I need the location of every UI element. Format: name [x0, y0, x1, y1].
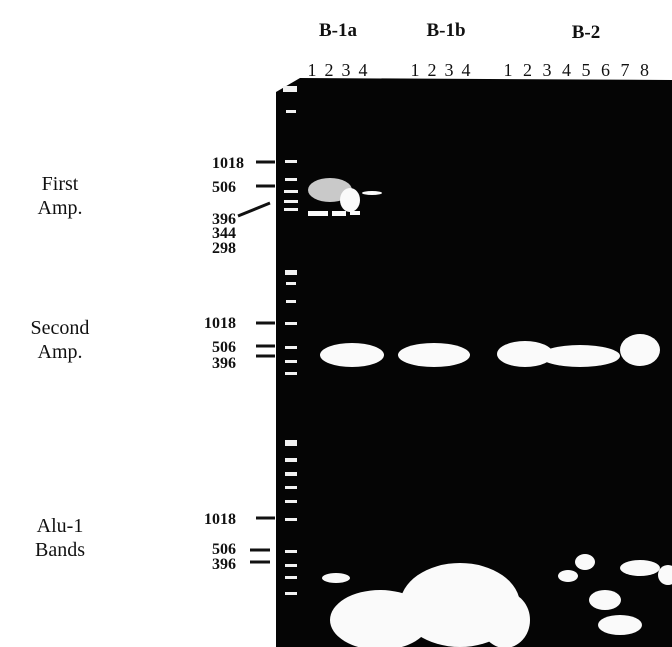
- marker-dashes: [237, 160, 275, 564]
- section-label: Amp.: [38, 341, 83, 363]
- lane-number: 1: [308, 60, 317, 80]
- lane-number: 5: [582, 60, 591, 80]
- lane-number: 2: [523, 60, 532, 80]
- ladder: [283, 86, 298, 595]
- lane-number: 1: [504, 60, 513, 80]
- marker-label: 396: [212, 556, 236, 573]
- marker-label: 506: [212, 339, 236, 356]
- lane-number: 4: [562, 60, 571, 80]
- marker-label: 1018: [204, 315, 236, 332]
- group-label: B-1a: [319, 20, 358, 41]
- marker-label: 506: [212, 541, 236, 558]
- lane-number: 4: [462, 60, 471, 80]
- lane-number: 7: [621, 60, 630, 80]
- bands: [308, 178, 672, 647]
- section-label: Amp.: [38, 197, 83, 219]
- section-label: Second: [31, 317, 90, 339]
- marker-label: 298: [212, 240, 236, 257]
- lane-number: 8: [640, 60, 649, 80]
- lane-number: 2: [325, 60, 334, 80]
- lane-number: 3: [342, 60, 351, 80]
- lane-number: 4: [359, 60, 368, 80]
- section-label: Bands: [35, 539, 85, 561]
- marker-label: 1018: [212, 155, 244, 172]
- section-label: First: [42, 173, 79, 195]
- group-label: B-1b: [426, 20, 465, 41]
- lane-number: 3: [543, 60, 552, 80]
- lane-number: 2: [428, 60, 437, 80]
- marker-label: 396: [212, 355, 236, 372]
- marker-label: 344: [212, 225, 236, 242]
- marker-label: 396: [212, 211, 236, 228]
- marker-label: 506: [212, 179, 236, 196]
- section-label: Alu-1: [37, 515, 84, 537]
- marker-label: 1018: [204, 511, 236, 528]
- lane-number: 1: [411, 60, 420, 80]
- lane-number: 6: [601, 60, 610, 80]
- gel: [276, 78, 672, 647]
- group-label: B-2: [572, 22, 601, 43]
- lane-number: 3: [445, 60, 454, 80]
